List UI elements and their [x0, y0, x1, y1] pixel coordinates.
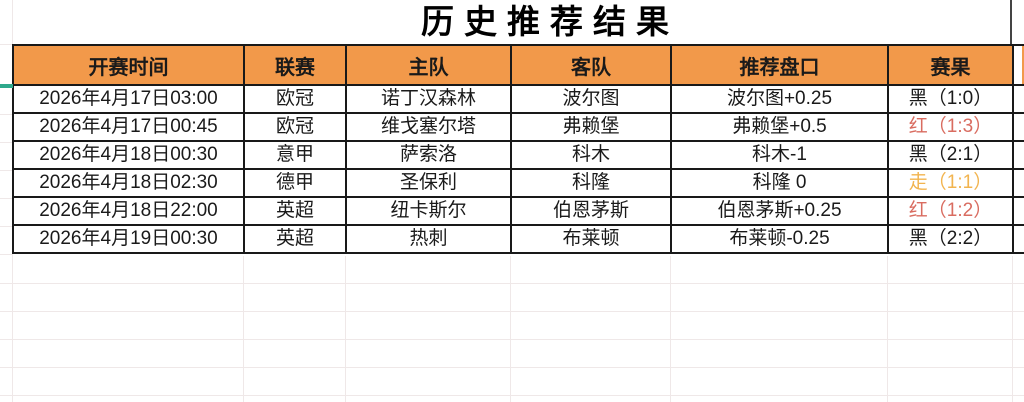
cell-handicap[interactable]: 科隆 0 — [670, 168, 889, 198]
cutoff-row-cell — [1012, 86, 1024, 114]
column-header-away[interactable]: 客队 — [510, 44, 672, 86]
gridline — [0, 142, 12, 143]
column-header-time[interactable]: 开赛时间 — [12, 44, 245, 86]
cell-away[interactable]: 科隆 — [510, 168, 672, 198]
cell-time[interactable]: 2026年4月18日22:00 — [12, 196, 245, 226]
gridline — [0, 395, 1024, 396]
column-boundary-line — [1010, 0, 1012, 44]
cell-home[interactable]: 热刺 — [345, 224, 512, 254]
cell-league[interactable]: 意甲 — [243, 140, 347, 170]
cell-home[interactable]: 维戈塞尔塔 — [345, 112, 512, 142]
column-header-handicap[interactable]: 推荐盘口 — [670, 44, 889, 86]
page-title: 历史推荐结果 — [421, 3, 679, 40]
cell-result[interactable]: 黑（2:1） — [887, 140, 1014, 170]
gridline — [0, 339, 1024, 340]
cell-away[interactable]: 科木 — [510, 140, 672, 170]
cell-league[interactable]: 德甲 — [243, 168, 347, 198]
cutoff-row-cell — [1012, 170, 1024, 198]
gridline — [1012, 256, 1013, 402]
table-row: 2026年4月18日00:30 意甲 萨索洛 科木 科木-1 黑（2:1） — [12, 140, 1014, 170]
gridline — [887, 256, 888, 402]
column-header-league[interactable]: 联赛 — [243, 44, 347, 86]
selection-accent-bar — [0, 84, 13, 88]
cell-away[interactable]: 弗赖堡 — [510, 112, 672, 142]
gridline — [345, 256, 346, 402]
gridline — [243, 256, 244, 402]
cell-handicap[interactable]: 弗赖堡+0.5 — [670, 112, 889, 142]
cell-time[interactable]: 2026年4月17日00:45 — [12, 112, 245, 142]
cell-league[interactable]: 欧冠 — [243, 84, 347, 114]
gridline — [0, 367, 1024, 368]
cell-league[interactable]: 英超 — [243, 196, 347, 226]
table-row: 2026年4月18日22:00 英超 纽卡斯尔 伯恩茅斯 伯恩茅斯+0.25 红（1:2） — [12, 196, 1014, 226]
cell-time[interactable]: 2026年4月19日00:30 — [12, 224, 245, 254]
column-header-home[interactable]: 主队 — [345, 44, 512, 86]
cell-result[interactable]: 黑（2:2） — [887, 224, 1014, 254]
cell-result[interactable]: 红（1:2） — [887, 196, 1014, 226]
table-row: 2026年4月18日02:30 德甲 圣保利 科隆 科隆 0 走（1:1） — [12, 168, 1014, 198]
table-header-row: 开赛时间 联赛 主队 客队 推荐盘口 赛果 — [12, 44, 1014, 86]
cell-time[interactable]: 2026年4月18日00:30 — [12, 140, 245, 170]
gridline — [0, 254, 12, 255]
table-row: 2026年4月19日00:30 英超 热刺 布莱顿 布莱顿-0.25 黑（2:2） — [12, 224, 1014, 254]
results-table: 开赛时间 联赛 主队 客队 推荐盘口 赛果 2026年4月17日03:00 欧冠 诺丁汉森林波… — [12, 44, 1014, 254]
cell-time[interactable]: 2026年4月18日02:30 — [12, 168, 245, 198]
cutoff-header-cell — [1012, 44, 1024, 86]
cell-league[interactable]: 英超 — [243, 224, 347, 254]
cell-home[interactable]: 萨索洛 — [345, 140, 512, 170]
gridline — [0, 198, 12, 199]
cell-handicap[interactable]: 布莱顿-0.25 — [670, 224, 889, 254]
cell-result[interactable]: 黑（1:0） — [887, 84, 1014, 114]
table-row: 2026年4月17日00:45 欧冠 维戈塞尔塔 弗赖堡 弗赖堡+0.5 红（1:3） — [12, 112, 1014, 142]
gridline — [0, 311, 1024, 312]
cutoff-row-cell — [1012, 142, 1024, 170]
cell-away[interactable]: 伯恩茅斯 — [510, 196, 672, 226]
cutoff-column-header-fill — [1022, 46, 1024, 84]
cell-result[interactable]: 走（1:1） — [887, 168, 1014, 198]
cell-home[interactable]: 圣保利 — [345, 168, 512, 198]
gridline — [0, 283, 1024, 284]
cutoff-column — [1012, 44, 1024, 256]
cell-home[interactable]: 纽卡斯尔 — [345, 196, 512, 226]
cutoff-row-cell — [1012, 198, 1024, 226]
gridline — [510, 256, 511, 402]
table-row: 2026年4月17日03:00 欧冠 诺丁汉森林 波尔图 波尔图+0.25 黑（1:0） — [12, 84, 1014, 114]
gridline — [0, 114, 12, 115]
gridline — [0, 44, 12, 45]
cell-time[interactable]: 2026年4月17日03:00 — [12, 84, 245, 114]
cell-handicap[interactable]: 波尔图+0.25 — [670, 84, 889, 114]
cutoff-row-cell — [1012, 226, 1024, 254]
cell-result[interactable]: 红（1:3） — [887, 112, 1014, 142]
cell-home[interactable]: 诺丁汉森林 — [345, 84, 512, 114]
cell-away[interactable]: 波尔图 — [510, 84, 672, 114]
gridline — [670, 256, 671, 402]
column-header-result[interactable]: 赛果 — [887, 44, 1014, 86]
cell-handicap[interactable]: 伯恩茅斯+0.25 — [670, 196, 889, 226]
gridline — [0, 170, 12, 171]
cell-handicap[interactable]: 科木-1 — [670, 140, 889, 170]
gridline — [0, 226, 12, 227]
cell-away[interactable]: 布莱顿 — [510, 224, 672, 254]
cell-league[interactable]: 欧冠 — [243, 112, 347, 142]
cutoff-row-cell — [1012, 114, 1024, 142]
